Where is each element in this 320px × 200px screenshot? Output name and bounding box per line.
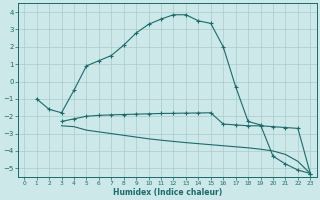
X-axis label: Humidex (Indice chaleur): Humidex (Indice chaleur) <box>113 188 222 197</box>
